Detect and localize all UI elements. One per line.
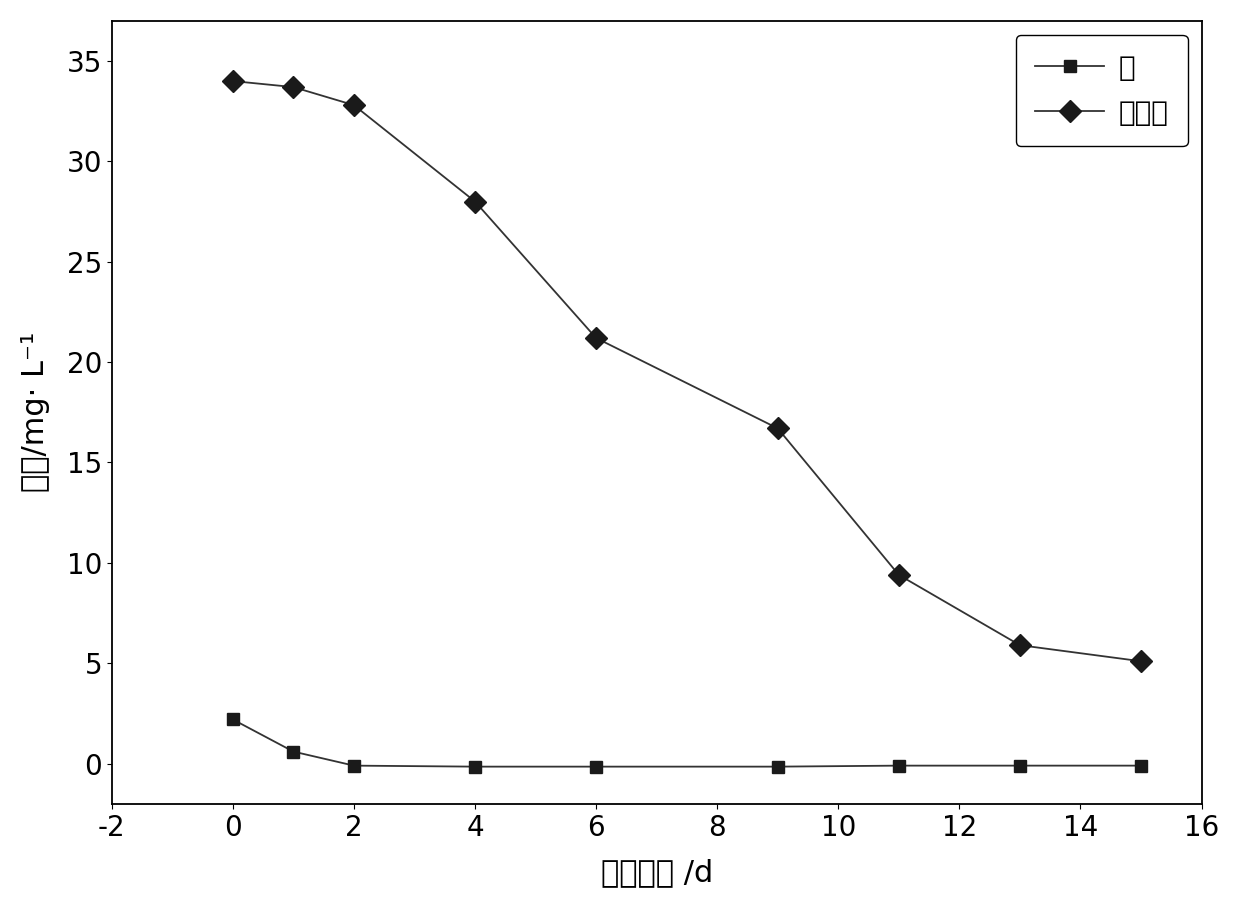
硒 <box>286 746 301 757</box>
硒 <box>589 761 604 772</box>
硒 <box>770 761 785 772</box>
硒 <box>892 760 906 771</box>
硝酸盐 <box>770 423 785 434</box>
Line: 硒: 硒 <box>227 713 1147 773</box>
Y-axis label: 浓度/mg· L⁻¹: 浓度/mg· L⁻¹ <box>21 332 50 492</box>
硒 <box>346 760 361 771</box>
Line: 硝酸盐: 硝酸盐 <box>226 74 1148 669</box>
硝酸盐 <box>1133 656 1148 666</box>
X-axis label: 反应时间 /d: 反应时间 /d <box>600 858 713 887</box>
硝酸盐 <box>346 100 361 111</box>
硝酸盐 <box>226 75 241 86</box>
硒 <box>1013 760 1028 771</box>
硒 <box>226 714 241 725</box>
硝酸盐 <box>286 82 301 93</box>
硝酸盐 <box>467 196 482 207</box>
硝酸盐 <box>1013 640 1028 651</box>
硒 <box>1133 760 1148 771</box>
硝酸盐 <box>589 332 604 343</box>
硒 <box>467 761 482 772</box>
硝酸盐 <box>892 569 906 580</box>
Legend: 硒, 硝酸盐: 硒, 硝酸盐 <box>1016 35 1188 146</box>
